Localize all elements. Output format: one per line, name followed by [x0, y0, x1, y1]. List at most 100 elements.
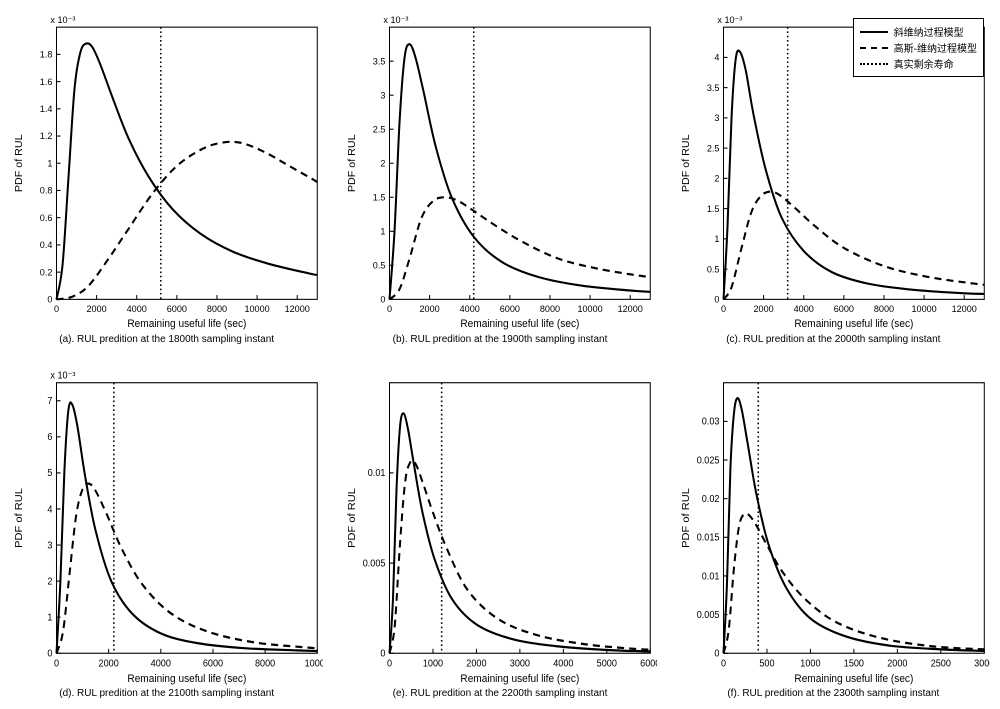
svg-text:2.5: 2.5	[373, 124, 386, 134]
svg-text:3000: 3000	[974, 658, 990, 669]
chart-svg: 05001000150020002500300000.0050.010.0150…	[677, 365, 990, 687]
panel-caption: (c). RUL predition at the 2000th samplin…	[677, 334, 990, 345]
legend-label: 高斯-维纳过程模型	[894, 40, 977, 55]
y-axis-label: PDF of RUL	[680, 488, 691, 548]
legend-label: 真实剩余寿命	[894, 56, 954, 71]
plot-area: 02000400060008000100001200000.20.40.60.8…	[10, 10, 323, 332]
svg-text:8000: 8000	[255, 658, 275, 669]
svg-text:1.5: 1.5	[373, 192, 386, 202]
svg-text:10000: 10000	[305, 658, 324, 669]
svg-text:1.4: 1.4	[40, 104, 53, 114]
panel-caption: (e). RUL predition at the 2200th samplin…	[343, 688, 656, 699]
series-solid	[56, 43, 317, 299]
y-axis-label: PDF of RUL	[681, 134, 692, 192]
svg-text:2000: 2000	[753, 304, 773, 314]
chart-panel-c: 02000400060008000100001200000.511.522.53…	[677, 10, 990, 345]
chart-panel-f: 05001000150020002500300000.0050.010.0150…	[677, 365, 990, 700]
svg-text:0.4: 0.4	[40, 240, 53, 250]
svg-text:2: 2	[381, 158, 386, 168]
series-solid	[390, 413, 651, 653]
x-axis-label: Remaining useful life (sec)	[127, 319, 246, 330]
legend-swatch-dashed	[860, 47, 888, 49]
svg-text:4000: 4000	[554, 658, 574, 669]
svg-text:3.5: 3.5	[373, 56, 386, 66]
svg-text:0: 0	[381, 648, 386, 659]
x-axis-label: Remaining useful life (sec)	[794, 319, 913, 330]
legend-row: 斜维纳过程模型	[860, 24, 977, 39]
svg-text:2: 2	[47, 576, 52, 587]
svg-text:12000: 12000	[618, 304, 643, 314]
svg-text:1000: 1000	[800, 658, 820, 669]
y-axis-label: PDF of RUL	[347, 488, 358, 548]
y-exponent-label: x 10⁻³	[50, 15, 75, 25]
series-dashed	[723, 513, 984, 653]
panel-caption: (d). RUL predition at the 2100th samplin…	[10, 688, 323, 699]
legend-row: 高斯-维纳过程模型	[860, 40, 977, 55]
series-dashed	[56, 142, 317, 300]
chart-svg: 02000400060008000100001200000.511.522.53…	[343, 10, 656, 332]
svg-text:2.5: 2.5	[706, 143, 719, 153]
chart-panel-d: 020004000600080001000001234567Remaining …	[10, 365, 323, 700]
chart-svg: 010002000300040005000600000.0050.01Remai…	[343, 365, 656, 687]
panel-caption: (f). RUL predition at the 2300th samplin…	[677, 688, 990, 699]
svg-text:0: 0	[721, 658, 726, 669]
svg-text:6000: 6000	[833, 304, 853, 314]
y-exponent-label: x 10⁻³	[50, 369, 75, 380]
svg-text:4: 4	[714, 52, 719, 62]
series-solid	[390, 44, 651, 299]
svg-text:0: 0	[387, 304, 392, 314]
svg-text:0.2: 0.2	[40, 267, 53, 277]
svg-text:0: 0	[714, 648, 719, 659]
svg-text:6000: 6000	[500, 304, 520, 314]
x-axis-label: Remaining useful life (sec)	[127, 672, 246, 685]
y-axis-label: PDF of RUL	[14, 134, 25, 192]
x-axis-label: Remaining useful life (sec)	[794, 672, 913, 685]
svg-text:3: 3	[381, 90, 386, 100]
svg-text:8000: 8000	[207, 304, 227, 314]
svg-text:1.2: 1.2	[40, 131, 53, 141]
svg-text:0: 0	[47, 648, 52, 659]
svg-text:1: 1	[47, 158, 52, 168]
series-solid	[56, 402, 317, 653]
svg-text:12000: 12000	[951, 304, 976, 314]
svg-text:4000: 4000	[793, 304, 813, 314]
series-dashed	[723, 192, 984, 300]
svg-text:2000: 2000	[420, 304, 440, 314]
x-axis-label: Remaining useful life (sec)	[461, 319, 580, 330]
svg-text:7: 7	[47, 395, 52, 406]
svg-text:5000: 5000	[597, 658, 617, 669]
svg-text:0: 0	[47, 294, 52, 304]
panel-caption: (a). RUL predition at the 1800th samplin…	[10, 334, 323, 345]
svg-text:2000: 2000	[887, 658, 907, 669]
svg-text:0.8: 0.8	[40, 185, 53, 195]
svg-text:6000: 6000	[640, 658, 656, 669]
plot-area: 010002000300040005000600000.0050.01Remai…	[343, 365, 656, 687]
svg-text:0.5: 0.5	[706, 264, 719, 274]
legend-row: 真实剩余寿命	[860, 56, 977, 71]
svg-text:5: 5	[47, 467, 52, 478]
svg-text:1.8: 1.8	[40, 49, 53, 59]
chart-panel-a: 02000400060008000100001200000.20.40.60.8…	[10, 10, 323, 345]
plot-area: 02000400060008000100001200000.511.522.53…	[343, 10, 656, 332]
chart-panel-b: 02000400060008000100001200000.511.522.53…	[343, 10, 656, 345]
series-solid	[723, 51, 984, 300]
svg-text:2000: 2000	[467, 658, 487, 669]
legend-swatch-dotted	[860, 63, 888, 65]
svg-text:6: 6	[47, 431, 52, 442]
series-solid	[723, 398, 984, 653]
plot-area: 02000400060008000100001200000.511.522.53…	[677, 10, 990, 332]
svg-text:1: 1	[714, 234, 719, 244]
svg-text:1.6: 1.6	[40, 77, 53, 87]
svg-text:0: 0	[54, 304, 59, 314]
svg-text:0.015: 0.015	[696, 532, 719, 543]
svg-text:0: 0	[381, 294, 386, 304]
svg-text:4000: 4000	[127, 304, 147, 314]
svg-text:6000: 6000	[203, 658, 223, 669]
svg-text:0.03: 0.03	[701, 416, 719, 427]
series-dashed	[390, 460, 651, 653]
y-axis-label: PDF of RUL	[14, 488, 25, 548]
y-axis-label: PDF of RUL	[348, 134, 359, 192]
svg-text:4000: 4000	[151, 658, 171, 669]
svg-text:0.01: 0.01	[368, 467, 386, 478]
svg-text:500: 500	[759, 658, 774, 669]
